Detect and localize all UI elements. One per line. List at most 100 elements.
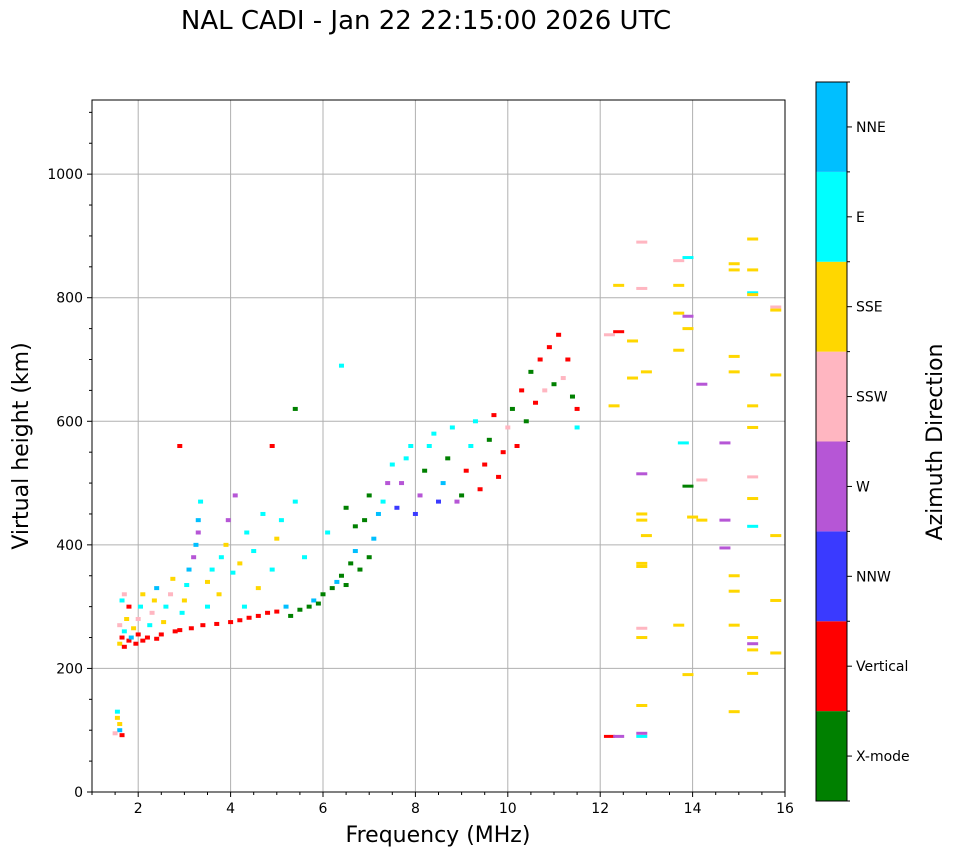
y-tick-label: 1000 (47, 167, 83, 183)
data-point-x-mode (366, 555, 372, 560)
data-point-ssw (542, 388, 548, 393)
data-point-vertical (482, 462, 488, 467)
data-point-e (472, 419, 478, 424)
data-point-w (682, 314, 694, 318)
colorbar-label-w: W (856, 479, 870, 495)
data-point-e (205, 604, 210, 609)
data-point-vertical (172, 629, 178, 634)
data-point-e (230, 570, 236, 575)
data-point-vertical (556, 332, 562, 337)
data-point-sse (608, 404, 620, 408)
data-point-vertical (491, 413, 497, 418)
y-tick-label: 0 (74, 785, 83, 801)
chart-title: NAL CADI - Jan 22 22:15:00 2026 UTC (180, 6, 672, 36)
data-point-sse (747, 636, 759, 640)
x-tick-label: 6 (319, 801, 328, 817)
data-point-x-mode (297, 607, 303, 612)
colorbar: X-mode Vertical NNW W SSW SSE E NNE (815, 81, 910, 802)
data-point-sse (117, 722, 123, 727)
data-point-sse (728, 354, 740, 358)
colorbar-segment-nnw (816, 531, 847, 622)
data-point-sse (636, 704, 648, 707)
x-tick-label: 10 (499, 801, 517, 817)
data-point-nne (283, 604, 289, 609)
data-point-w (719, 518, 731, 522)
colorbar-label-nnw: NNW (856, 569, 891, 585)
data-point-e (119, 598, 125, 603)
data-point-e (302, 555, 308, 560)
data-point-sse (728, 589, 740, 593)
data-point-w (225, 518, 231, 523)
data-point-vertical (533, 400, 539, 405)
data-point-x-mode (445, 456, 451, 461)
data-point-vertical (133, 641, 139, 646)
data-point-e (244, 530, 250, 535)
data-point-x-mode (459, 493, 465, 498)
data-point-w (719, 546, 731, 550)
y-tick-label: 600 (56, 414, 83, 430)
data-point-vertical (119, 733, 125, 738)
data-point-nne (117, 728, 123, 733)
data-point-w (232, 493, 238, 498)
data-point-w (191, 555, 197, 560)
data-point-sse (161, 620, 167, 625)
data-point-e (426, 444, 432, 448)
data-point-sse (747, 237, 759, 241)
data-point-x-mode (288, 613, 294, 618)
data-point-vertical (255, 613, 261, 618)
data-point-vertical (200, 623, 206, 628)
x-axis-label: Frequency (MHz) (346, 823, 531, 848)
colorbar-segment-w (816, 441, 847, 532)
data-point-sse (627, 339, 639, 343)
data-point-nne (193, 542, 199, 547)
data-point-x-mode (292, 406, 298, 411)
colorbar-segment-nne (816, 82, 847, 172)
data-point-sse (673, 623, 685, 627)
data-point-e (269, 567, 275, 572)
data-point-vertical (613, 330, 625, 334)
data-point-ssw (135, 617, 141, 621)
data-point-e (677, 441, 689, 445)
data-point-x-mode (315, 601, 321, 606)
data-point-vertical (500, 450, 506, 455)
data-point-x-mode (306, 604, 312, 609)
data-point-x-mode (366, 493, 372, 498)
data-point-nne (440, 481, 446, 486)
data-point-vertical (177, 444, 183, 448)
data-point-vertical (135, 632, 141, 637)
data-point-e (574, 425, 580, 430)
data-point-sse (205, 579, 210, 584)
data-point-e (431, 431, 437, 436)
data-point-e (198, 499, 204, 504)
data-point-e (184, 583, 190, 588)
data-point-sse (140, 592, 146, 597)
data-point-vertical (154, 636, 160, 641)
colorbar-segment-sse (816, 261, 847, 352)
data-point-nnw (412, 511, 418, 516)
data-point-sse (728, 268, 740, 272)
data-point-ssw (770, 305, 782, 309)
data-point-vertical (177, 628, 183, 633)
data-point-sse (747, 648, 759, 652)
data-point-sse (770, 534, 782, 538)
data-point-sse (728, 370, 740, 374)
data-point-ssw (636, 240, 648, 244)
data-point-nne (128, 635, 134, 640)
colorbar-label-ssw: SSW (856, 390, 888, 406)
data-point-vertical (269, 444, 275, 448)
data-point-vertical (237, 618, 243, 623)
colorbar-label-sse: SSE (856, 300, 883, 316)
data-point-ssw (747, 475, 759, 479)
data-point-sse (687, 515, 699, 519)
data-point-e (389, 462, 395, 467)
data-point-vertical (477, 487, 483, 492)
data-point-x-mode (509, 406, 515, 411)
data-point-sse (640, 370, 652, 374)
y-axis-ticks: 0 200 400 600 800 1000 (47, 111, 92, 801)
data-point-sse (728, 262, 740, 266)
x-tick-label: 2 (134, 801, 143, 817)
data-point-sse (636, 561, 648, 565)
data-point-e (325, 530, 331, 535)
data-point-vertical (119, 635, 125, 640)
